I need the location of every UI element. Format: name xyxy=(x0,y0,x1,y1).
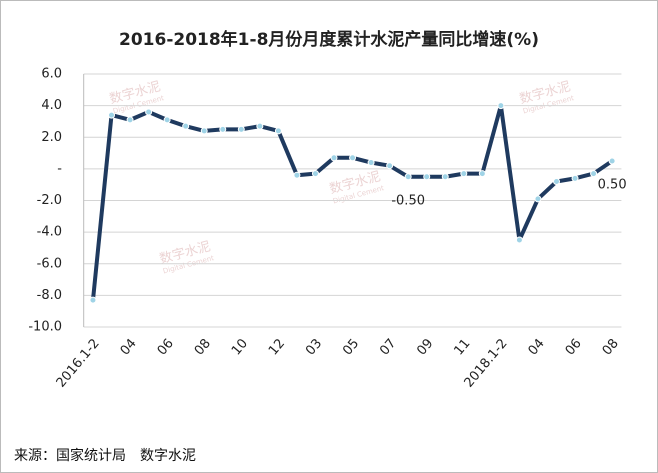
data-point xyxy=(200,127,208,135)
data-point xyxy=(404,173,412,181)
y-tick-label: 2.0 xyxy=(41,130,62,145)
data-label: 0.50 xyxy=(598,177,627,192)
data-point xyxy=(330,154,338,162)
data-point xyxy=(256,122,264,130)
y-tick-label: 6.0 xyxy=(41,67,62,82)
data-point xyxy=(237,125,245,133)
data-point xyxy=(460,170,468,178)
data-point xyxy=(126,116,134,124)
data-point xyxy=(478,170,486,178)
chart-title: 2016-2018年1-8月份月度累计水泥产量同比增速(%) xyxy=(119,29,539,50)
data-point xyxy=(386,162,394,170)
y-tick-label: -10.0 xyxy=(28,320,62,335)
data-point xyxy=(349,154,357,162)
y-tick-label: 4.0 xyxy=(41,98,62,113)
source-note: 来源：国家统计局 数字水泥 xyxy=(14,447,196,464)
data-point xyxy=(515,236,523,244)
data-point xyxy=(441,173,449,181)
y-tick-label: - xyxy=(57,161,62,176)
data-point xyxy=(590,170,598,178)
data-point xyxy=(608,157,616,165)
data-point xyxy=(145,108,153,116)
data-point xyxy=(497,102,505,110)
data-point xyxy=(219,125,227,133)
y-tick-label: -8.0 xyxy=(37,288,62,303)
y-tick-label: -4.0 xyxy=(37,225,62,240)
data-point xyxy=(423,173,431,181)
data-point xyxy=(553,178,561,186)
data-label: -0.50 xyxy=(391,193,425,208)
data-point xyxy=(274,127,282,135)
data-point xyxy=(108,111,116,119)
y-tick-label: -2.0 xyxy=(37,193,62,208)
data-point xyxy=(534,195,542,203)
data-point xyxy=(182,122,190,130)
data-point xyxy=(571,174,579,182)
data-point xyxy=(89,296,97,304)
data-point xyxy=(163,116,171,124)
y-tick-label: -6.0 xyxy=(37,256,62,271)
data-point xyxy=(293,171,301,179)
data-point xyxy=(367,159,375,167)
data-point xyxy=(311,170,319,178)
